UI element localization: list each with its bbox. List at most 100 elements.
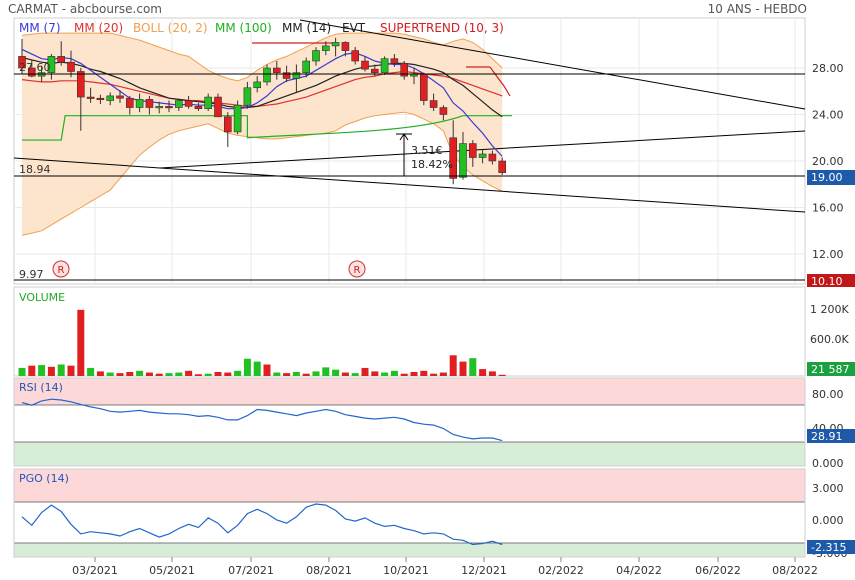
volume-bar — [57, 364, 65, 376]
time-axis-label: 06/2022 — [695, 564, 741, 577]
volume-bar — [136, 370, 144, 376]
price-axis-label: 12.00 — [812, 248, 844, 261]
time-axis-label: 10/2021 — [383, 564, 429, 577]
marker-r-1[interactable]: R — [52, 260, 70, 278]
low-price-value: 10.10 — [811, 275, 843, 288]
candle-body — [18, 56, 26, 69]
volume-bar — [371, 371, 379, 376]
rsi-title: RSI (14) — [19, 381, 63, 394]
pgo-value: -2.315 — [811, 541, 846, 554]
candle-body — [77, 71, 85, 98]
measure-amount: 3.51€ — [411, 144, 443, 157]
legend-item: MM (100) — [215, 21, 272, 35]
last-price-badge — [807, 170, 855, 185]
volume-bar — [224, 372, 232, 376]
volume-bar — [390, 370, 398, 376]
mm100-line — [22, 115, 512, 141]
time-axis-label: 03/2021 — [72, 564, 118, 577]
price-panel: 27.60 18.94 9.97 3.51€ 18.42% R R MM (7)… — [13, 17, 855, 288]
candle-body — [106, 95, 114, 101]
candle-body — [478, 153, 487, 158]
candle-body — [233, 104, 242, 133]
candle-body — [370, 68, 379, 73]
time-axis-label: 08/2022 — [772, 564, 818, 577]
candle-body — [214, 96, 222, 118]
marker-r-1-label: R — [58, 265, 65, 276]
pgo-title: PGO (14) — [19, 472, 69, 485]
candle-body — [272, 67, 281, 73]
candle-body — [351, 50, 360, 62]
candlesticks — [18, 37, 507, 185]
candle-body — [263, 67, 271, 83]
candle-body — [380, 58, 389, 73]
volume-bar — [77, 309, 85, 376]
candle-body — [292, 72, 301, 79]
marker-r-2-label: R — [354, 265, 361, 276]
candle-body — [439, 107, 448, 115]
volume-bar — [430, 373, 438, 376]
volume-bar — [96, 371, 104, 376]
candle-body — [224, 116, 232, 133]
volume-bar — [243, 358, 251, 376]
marker-r-2[interactable]: R — [348, 260, 366, 278]
mm14-line — [21, 56, 503, 118]
candle-body — [165, 106, 173, 109]
candle-body — [116, 95, 124, 99]
time-axis: 03/2021 05/2021 07/2021 08/2021 10/2021 12/20… — [72, 557, 818, 577]
volume-bar — [87, 367, 95, 376]
volume-bar — [498, 374, 506, 376]
volume-bar — [410, 371, 418, 376]
volume-bar — [263, 364, 271, 376]
rsi-overbought-zone — [14, 378, 805, 405]
level-mid-label: 18.94 — [19, 163, 51, 176]
candle-body — [468, 143, 477, 158]
trendline-support — [13, 157, 806, 213]
volume-bar — [204, 373, 212, 376]
volume-bar — [273, 372, 281, 376]
pgo-panel-frame — [13, 468, 806, 558]
pgo-panel: PGO (14) 3.000 0.000 -3.000 -2.315 — [13, 468, 855, 560]
legend-item: MM (20) — [74, 21, 123, 35]
low-price-badge — [807, 274, 855, 287]
price-axis-label: 28.00 — [812, 62, 844, 75]
volume-bar — [185, 370, 193, 376]
candle-body — [400, 63, 409, 77]
pgo-axis-0: 0.000 — [812, 514, 844, 527]
candle-body — [282, 72, 291, 79]
candle-body — [449, 137, 458, 179]
legend-item: MM (14) — [282, 21, 331, 35]
candle-body — [419, 73, 428, 101]
volume-bar — [283, 373, 291, 376]
measure-percent: 18.42% — [411, 158, 453, 171]
volume-bar — [292, 371, 300, 376]
price-axis: 28.00 24.00 20.00 16.00 12.00 — [812, 62, 844, 261]
candle-body — [155, 106, 163, 109]
volume-axis-1200k: 1 200K — [810, 303, 849, 316]
candle-body — [47, 56, 56, 73]
mm7-line — [21, 48, 503, 157]
rsi-oversold-zone — [14, 442, 805, 466]
rsi-axis-80: 80.00 — [812, 388, 844, 401]
candle-body — [341, 42, 350, 51]
candle-body — [96, 97, 105, 101]
volume-bar — [488, 371, 496, 376]
candle-body — [459, 143, 467, 178]
volume-bar — [38, 365, 46, 376]
volume-bar — [381, 372, 389, 376]
volume-bar — [194, 374, 202, 376]
rsi-line — [21, 398, 503, 442]
volume-bar — [234, 370, 242, 376]
price-measure-tool[interactable]: 3.51€ 18.42% — [396, 133, 453, 176]
trendline-resistance — [299, 19, 806, 110]
legend-item: MM (7) — [19, 21, 61, 35]
volume-axis-600k: 600.0K — [810, 333, 849, 346]
time-axis-label: 07/2021 — [228, 564, 274, 577]
candle-body — [488, 153, 497, 162]
volume-bar — [253, 361, 261, 376]
rsi-panel: RSI (14) 80.00 40.00 0.000 28.91 — [13, 377, 855, 470]
price-panel-frame — [13, 17, 806, 285]
pgo-oversold-zone — [14, 543, 805, 557]
volume-bar — [322, 367, 330, 376]
bollinger-lower-line — [21, 111, 503, 236]
